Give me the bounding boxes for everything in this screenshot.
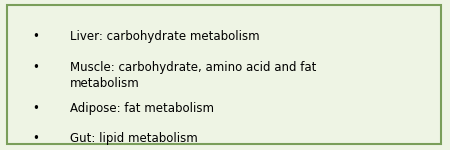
Text: Liver: carbohydrate metabolism: Liver: carbohydrate metabolism <box>70 30 259 43</box>
Text: Gut: lipid metabolism: Gut: lipid metabolism <box>70 132 198 145</box>
Text: •: • <box>32 132 40 145</box>
Text: Adipose: fat metabolism: Adipose: fat metabolism <box>70 102 214 115</box>
Text: •: • <box>32 30 40 43</box>
Text: •: • <box>32 102 40 115</box>
FancyBboxPatch shape <box>7 4 441 144</box>
Text: •: • <box>32 61 40 74</box>
Text: Muscle: carbohydrate, amino acid and fat
metabolism: Muscle: carbohydrate, amino acid and fat… <box>70 61 316 90</box>
